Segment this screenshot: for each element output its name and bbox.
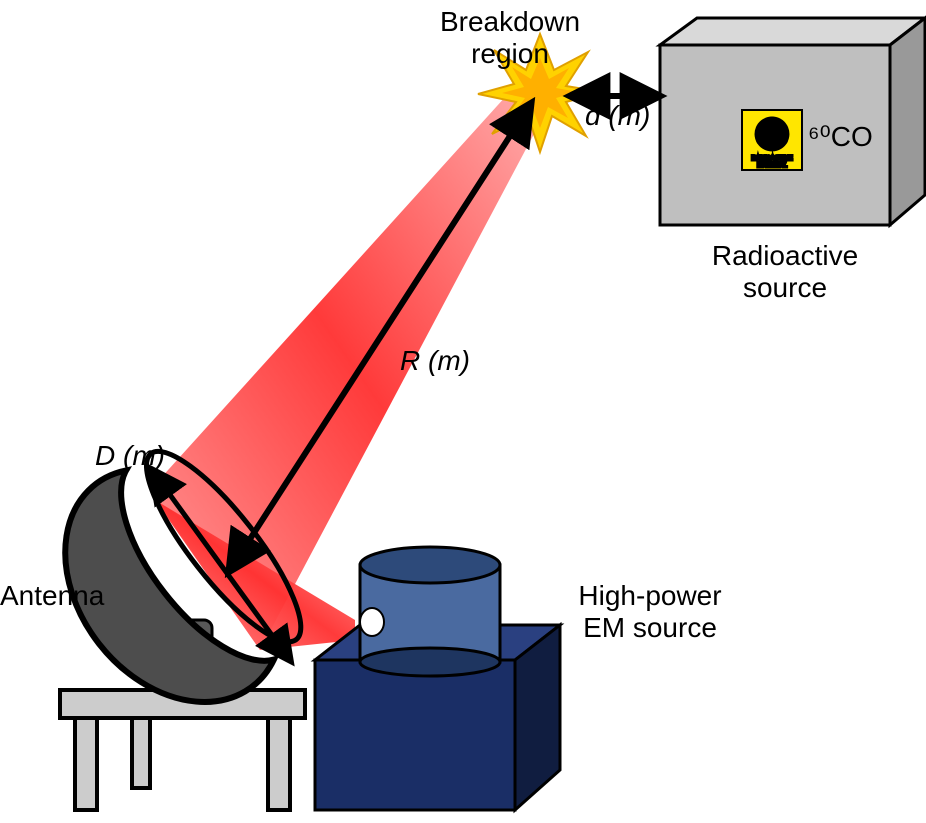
em-source-label: High-power EM source [540,580,760,644]
radioactive-box: RADIOACTIVE MATERIAL [660,18,925,225]
R-label: R (m) [400,345,470,377]
antenna-table [60,690,305,810]
radioactive-warning-icon: RADIOACTIVE MATERIAL [742,110,802,170]
breakdown-label: Breakdown region [380,6,640,70]
em-source-line2: EM source [540,612,760,644]
em-aperture [360,608,384,636]
d-label: d (m) [585,100,650,132]
radioactive-source-label: Radioactive source [660,240,910,304]
isotope-label: ⁶⁰CO [808,120,873,153]
diagram-canvas: RADIOACTIVE MATERIAL [0,0,926,823]
radioactive-source-line1: Radioactive [660,240,910,272]
svg-text:RADIOACTIVE: RADIOACTIVE [752,156,793,162]
antenna-label: Antenna [0,580,104,612]
em-source-cylinder [360,547,500,676]
radioactive-source-line2: source [660,272,910,304]
em-source-line1: High-power [540,580,760,612]
range-arrow [230,105,530,570]
breakdown-label-line2: region [380,38,640,70]
D-label: D (m) [95,440,165,472]
svg-text:MATERIAL: MATERIAL [757,163,787,169]
breakdown-label-line1: Breakdown [380,6,640,38]
